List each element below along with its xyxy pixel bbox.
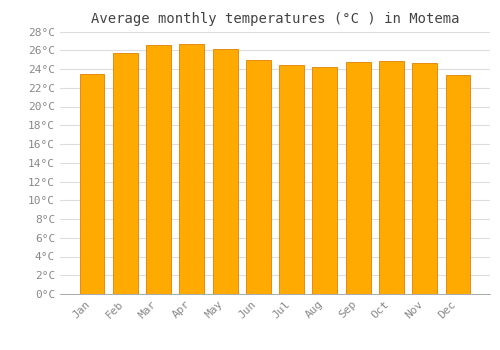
Bar xyxy=(212,49,238,294)
Bar xyxy=(312,67,338,294)
Bar xyxy=(180,44,204,294)
Bar xyxy=(379,61,404,294)
Title: Average monthly temperatures (°C ) in Motema: Average monthly temperatures (°C ) in Mo… xyxy=(91,12,459,26)
Bar xyxy=(279,65,304,294)
Bar xyxy=(146,44,171,294)
Bar xyxy=(246,60,271,294)
Bar xyxy=(412,63,437,294)
Bar xyxy=(80,74,104,294)
Bar xyxy=(446,75,470,294)
Bar xyxy=(113,53,138,294)
Bar xyxy=(346,62,370,294)
